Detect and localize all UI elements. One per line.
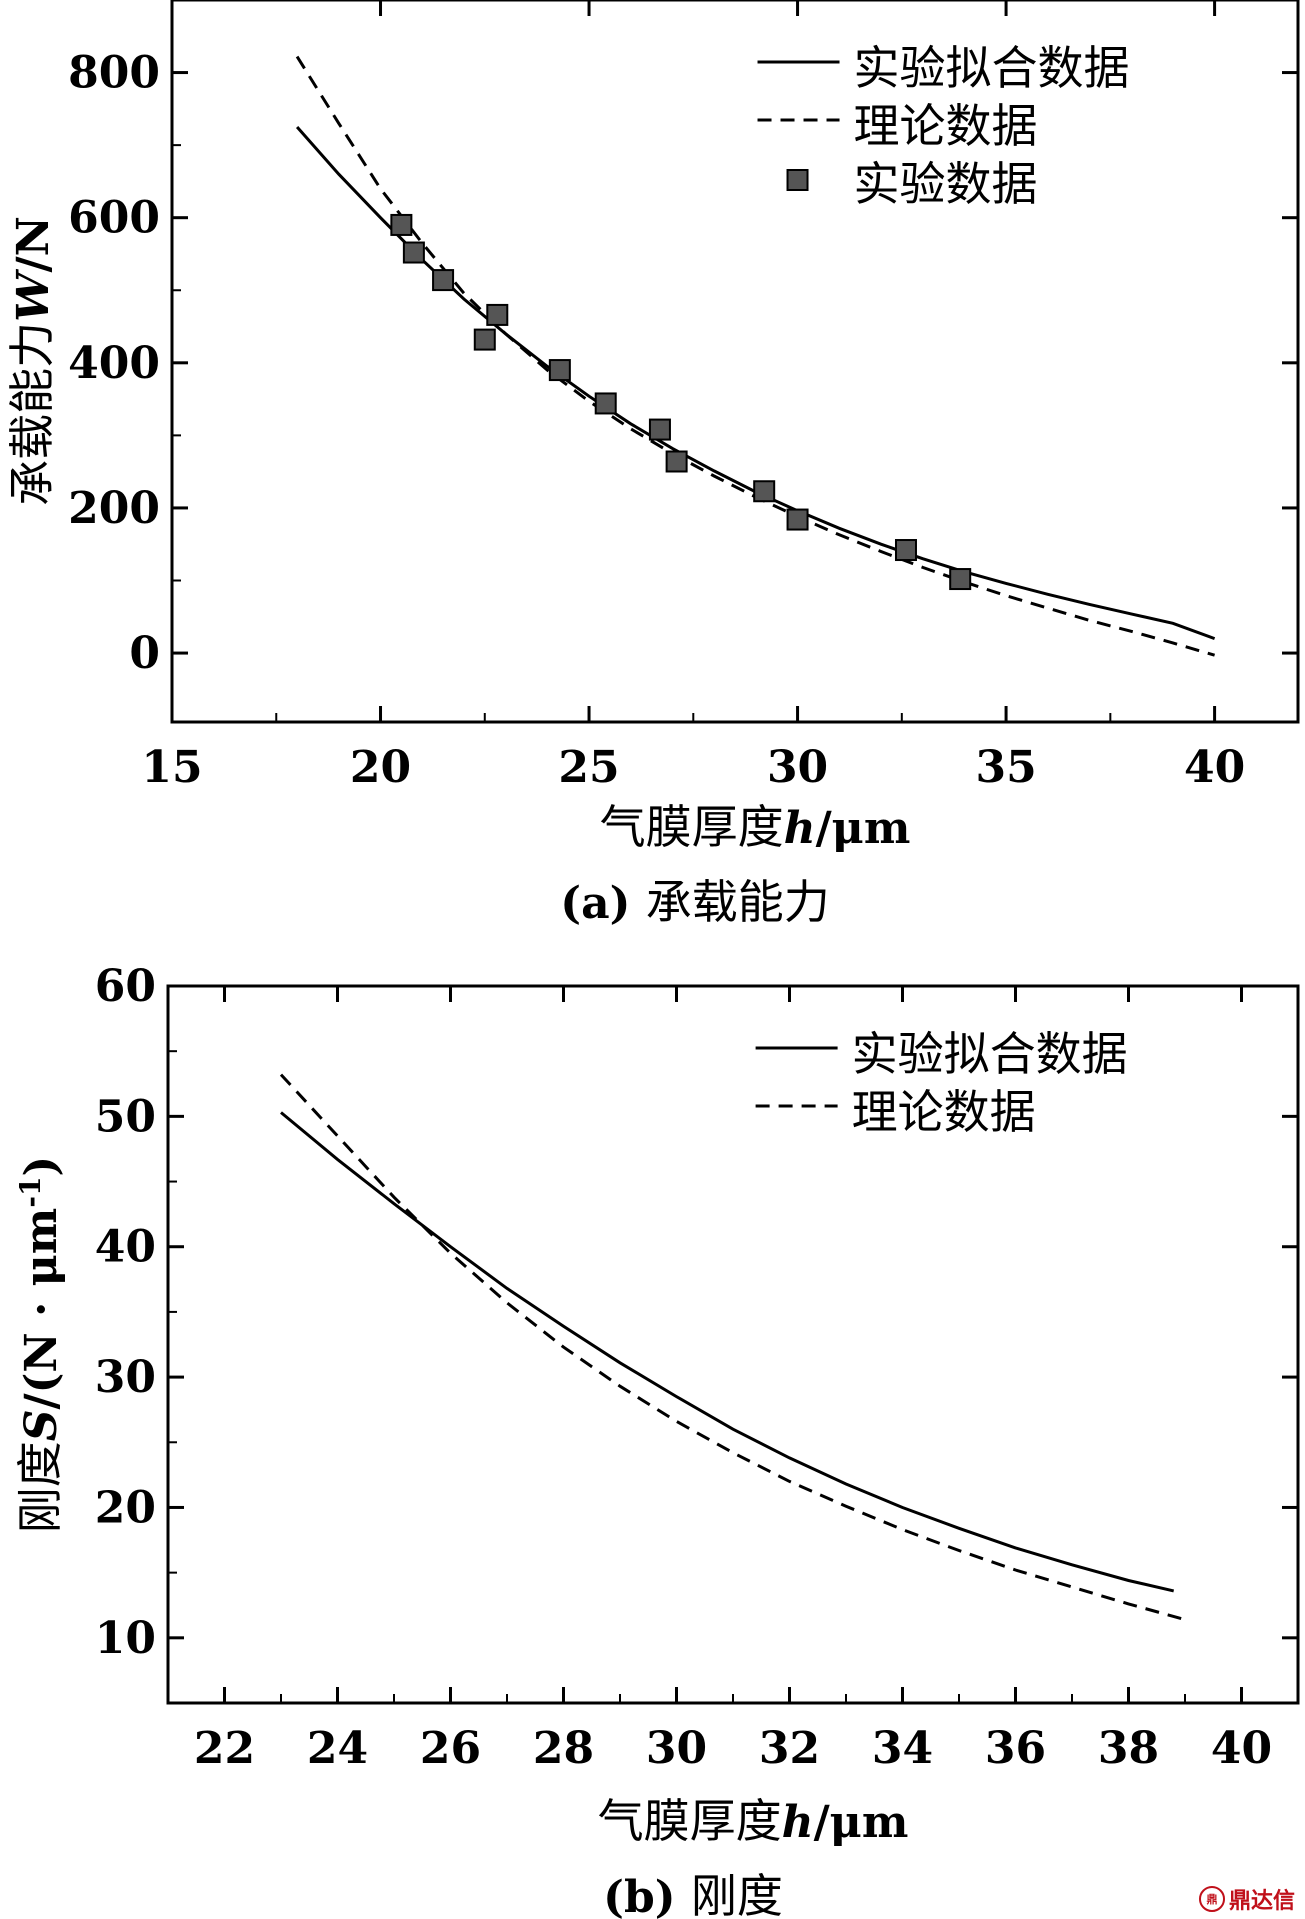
data-point [594,392,617,415]
x-axis-label: 气膜厚度h/μm [598,1794,909,1848]
y-tick-label: 800 [68,48,160,99]
data-point [473,328,496,351]
y-tick-label: 600 [68,193,160,244]
series-line-fit [280,1111,1175,1593]
plot-frame [170,0,1300,724]
x-tick-label: 30 [646,1723,707,1774]
x-tick-label: 28 [533,1723,594,1774]
watermark-text: 鼎达信 [1228,1889,1295,1914]
x-tick-label: 35 [975,742,1036,793]
x-tick-label: 26 [420,1723,481,1774]
y-tick-label: 50 [95,1091,156,1142]
series-line-fit [295,126,1216,641]
y-tick-label: 10 [95,1613,156,1664]
plot-frame [166,984,1300,1705]
y-tick-label: 60 [95,961,156,1012]
watermark-logo-icon: 鼎 [1198,1886,1225,1912]
y-axis-label: 刚度S/(N · μm-1) [13,1156,67,1534]
legend-label: 实验拟合数据 [852,1027,1128,1081]
x-tick-label: 15 [141,742,202,793]
legend-label: 理论数据 [852,1085,1036,1139]
y-tick-label: 20 [95,1482,156,1533]
y-tick-label: 400 [68,338,160,389]
data-point [665,450,688,473]
x-tick-label: 30 [767,742,828,793]
y-tick-label: 0 [129,628,160,679]
legend-label: 理论数据 [854,99,1038,153]
y-tick-label: 200 [68,483,160,534]
watermark: 鼎 鼎达信 [1198,1883,1295,1915]
x-tick-label: 38 [1098,1723,1159,1774]
legend-label: 实验数据 [854,157,1038,211]
data-point [753,480,776,503]
data-point [894,539,917,562]
x-axis-label: 气膜厚度h/μm [600,800,911,854]
y-tick-label: 40 [95,1222,156,1273]
x-tick-label: 36 [985,1723,1046,1774]
series-line-theory [295,55,1216,657]
figure-caption: (b) 刚度 [603,1869,783,1919]
data-point [648,418,671,441]
data-point [949,568,972,591]
data-point [390,213,413,236]
x-tick-label: 25 [558,742,619,793]
data-point [432,269,455,292]
data-point [786,508,809,531]
y-axis-label: 承载能力W/N [5,216,59,506]
x-tick-label: 40 [1211,1723,1272,1774]
data-point [548,359,571,382]
x-tick-label: 24 [307,1723,368,1774]
y-tick-label: 30 [95,1352,156,1403]
x-tick-label: 32 [759,1723,820,1774]
series-line-theory [279,1073,1186,1622]
legend-label: 实验拟合数据 [854,41,1130,95]
figure-caption: (a) 承载能力 [560,875,829,929]
data-point [402,241,425,264]
data-point [486,303,509,326]
chart-b-stiffness: 22 24 26 28 30 32 34 36 38 40 10 20 30 40 50 60 实验拟合数据理论… [13,961,1300,1919]
x-tick-label: 40 [1184,742,1245,793]
x-tick-label: 20 [350,742,411,793]
x-tick-label: 34 [872,1723,933,1774]
legend-marker [786,169,809,191]
x-tick-label: 22 [194,1723,255,1774]
